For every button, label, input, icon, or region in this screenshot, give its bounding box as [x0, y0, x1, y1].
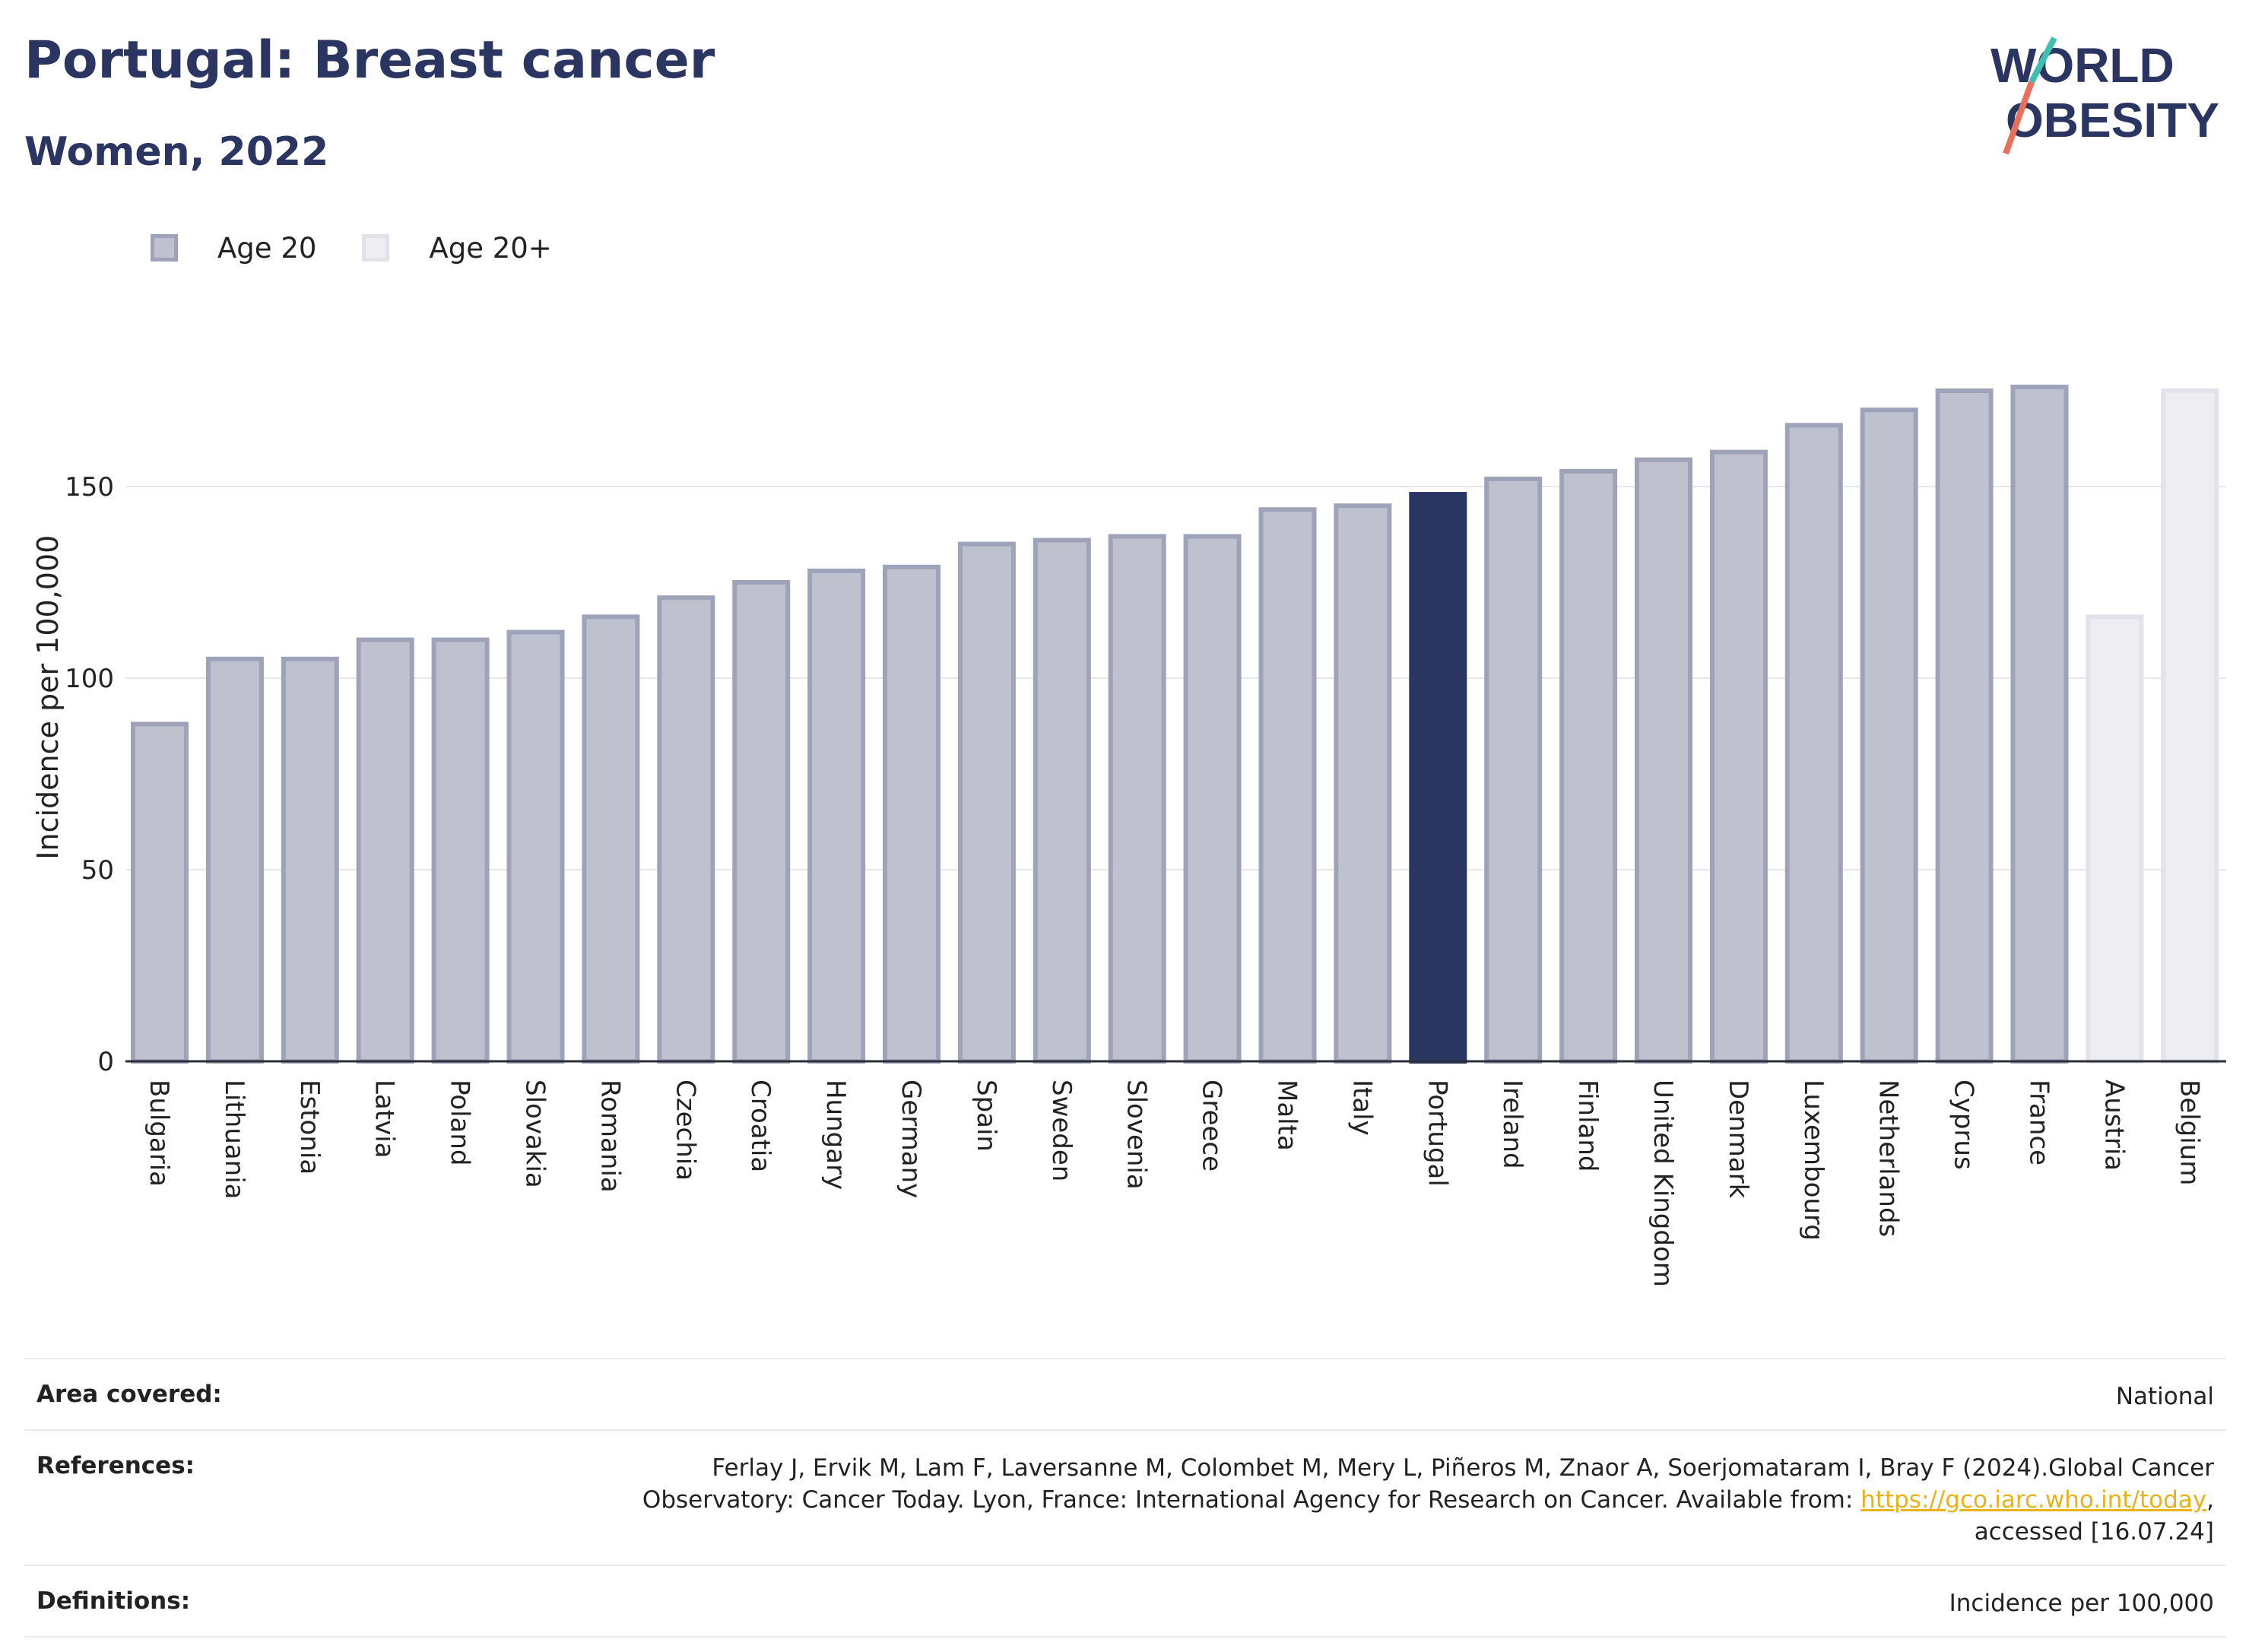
x-tick-label-france: France	[2024, 1080, 2054, 1165]
logo-slash-coral	[2003, 81, 2035, 155]
bar-slovenia[interactable]	[1108, 534, 1166, 1064]
bar-sweden[interactable]	[1033, 537, 1091, 1064]
y-tick-label-100: 100	[65, 664, 114, 694]
bar-slovakia[interactable]	[506, 629, 565, 1064]
legend-swatch-age20	[151, 234, 178, 262]
references-value: Ferlay J, Ervik M, Lam F, Laversanne M, …	[642, 1452, 2214, 1548]
legend-item-age20plus[interactable]: Age 20+	[362, 231, 552, 265]
legend-label-age20: Age 20	[217, 231, 317, 265]
bar-italy[interactable]	[1334, 503, 1392, 1064]
definitions-label: Definitions:	[36, 1587, 191, 1615]
x-tick-label-germany: Germany	[896, 1080, 926, 1198]
page-title: Portugal: Breast cancer	[24, 30, 715, 90]
page-subtitle: Women, 2022	[24, 129, 329, 175]
bar-poland[interactable]	[431, 637, 490, 1064]
tick-labels: 0 50 100 150 Bulgaria Lithuania Estonia Latvia P…	[31, 472, 2204, 1287]
y-tick-label-0: 0	[97, 1047, 114, 1077]
bar-ireland[interactable]	[1484, 476, 1543, 1064]
x-tick-label-latvia: Latvia	[370, 1080, 400, 1159]
bar-romania[interactable]	[582, 614, 640, 1064]
bar-portugal[interactable]	[1409, 492, 1467, 1064]
bar-luxembourg[interactable]	[1784, 423, 1843, 1064]
bar-france[interactable]	[2010, 384, 2069, 1064]
bar-germany[interactable]	[883, 564, 941, 1064]
bar-denmark[interactable]	[1709, 449, 1768, 1064]
definitions-value: Incidence per 100,000	[1949, 1590, 2214, 1617]
x-tick-label-portugal: Portugal	[1422, 1080, 1452, 1187]
y-axis-label: Incidence per 100,000	[31, 535, 65, 860]
x-tick-label-slovenia: Slovenia	[1121, 1080, 1152, 1190]
y-tick-label-50: 50	[81, 855, 114, 886]
bar-lithuania[interactable]	[205, 656, 264, 1064]
x-tick-label-lithuania: Lithuania	[219, 1080, 249, 1199]
bar-united-kingdom[interactable]	[1635, 457, 1692, 1064]
bar-greece[interactable]	[1183, 534, 1242, 1064]
x-tick-label-belgium: Belgium	[2174, 1080, 2204, 1185]
x-tick-label-sweden: Sweden	[1046, 1080, 1077, 1181]
references-text-1: Ferlay J, Ervik M, Lam F, Laversanne M, …	[712, 1454, 2214, 1482]
bar-cyprus[interactable]	[1935, 388, 1994, 1064]
x-tick-label-cyprus: Cyprus	[1949, 1080, 1979, 1170]
x-tick-label-poland: Poland	[445, 1080, 475, 1166]
info-row-references: References: Ferlay J, Ervik M, Lam F, La…	[24, 1429, 2226, 1565]
x-tick-label-finland: Finland	[1572, 1080, 1603, 1172]
x-tick-label-italy: Italy	[1347, 1080, 1377, 1136]
legend-item-age20[interactable]: Age 20	[151, 232, 316, 265]
bar-latvia[interactable]	[356, 637, 414, 1064]
references-text-4: accessed [16.07.24]	[1974, 1518, 2214, 1546]
x-tick-label-greece: Greece	[1197, 1080, 1227, 1172]
bar-czechia[interactable]	[657, 595, 715, 1064]
references-text-2: Observatory: Cancer Today. Lyon, France:…	[642, 1486, 1861, 1514]
bar-estonia[interactable]	[281, 656, 339, 1064]
legend-swatch-age20plus	[362, 234, 390, 262]
logo-line2: OBESITY	[2006, 93, 2219, 147]
x-tick-label-slovakia: Slovakia	[520, 1080, 550, 1188]
chart-legend: Age 20 Age 20+	[151, 225, 598, 271]
x-tick-label-estonia: Estonia	[294, 1080, 325, 1175]
bar-austria[interactable]	[2086, 614, 2144, 1064]
bar-hungary[interactable]	[807, 568, 866, 1064]
bar-malta[interactable]	[1258, 507, 1317, 1064]
legend-label-age20plus: Age 20+	[429, 231, 552, 265]
x-tick-label-denmark: Denmark	[1723, 1080, 1753, 1199]
references-label: References:	[36, 1452, 195, 1479]
x-tick-label-spain: Spain	[971, 1080, 1001, 1152]
info-row-definitions: Definitions: Incidence per 100,000	[24, 1565, 2226, 1638]
area-covered-value: National	[2115, 1383, 2214, 1410]
bar-finland[interactable]	[1559, 468, 1618, 1064]
references-text-3: ,	[2206, 1486, 2214, 1514]
bar-spain[interactable]	[957, 541, 1016, 1064]
bar-chart: 0 50 100 150 Bulgaria Lithuania Estonia Latvia P…	[31, 384, 2226, 1287]
x-tick-label-austria: Austria	[2098, 1080, 2129, 1171]
world-obesity-logo: WORLD OBESITY	[1990, 36, 2219, 155]
bars	[131, 384, 2219, 1064]
x-tick-label-luxembourg: Luxembourg	[1798, 1080, 1829, 1241]
x-tick-label-croatia: Croatia	[745, 1080, 776, 1172]
bar-belgium[interactable]	[2161, 388, 2219, 1064]
x-tick-label-netherlands: Netherlands	[1873, 1080, 1904, 1237]
info-table: Area covered: National References: Ferla…	[24, 1358, 2226, 1638]
x-tick-label-romania: Romania	[595, 1080, 625, 1193]
area-covered-label: Area covered:	[36, 1381, 222, 1408]
x-tick-label-malta: Malta	[1272, 1080, 1302, 1151]
bar-croatia[interactable]	[732, 580, 791, 1064]
logo-slash-teal	[2029, 36, 2057, 84]
x-tick-label-czechia: Czechia	[670, 1080, 700, 1181]
bar-bulgaria[interactable]	[131, 721, 189, 1064]
x-tick-label-united-kingdom: United Kingdom	[1648, 1080, 1678, 1287]
logo-line1: WORLD	[1990, 38, 2174, 93]
x-tick-label-hungary: Hungary	[820, 1080, 851, 1190]
x-tick-label-ireland: Ireland	[1497, 1080, 1527, 1169]
x-tick-label-bulgaria: Bulgaria	[144, 1080, 174, 1187]
references-link[interactable]: https://gco.iarc.who.int/today	[1860, 1486, 2207, 1514]
y-tick-label-150: 150	[65, 472, 114, 503]
info-row-area: Area covered: National	[24, 1358, 2226, 1429]
bar-netherlands[interactable]	[1860, 407, 1918, 1064]
